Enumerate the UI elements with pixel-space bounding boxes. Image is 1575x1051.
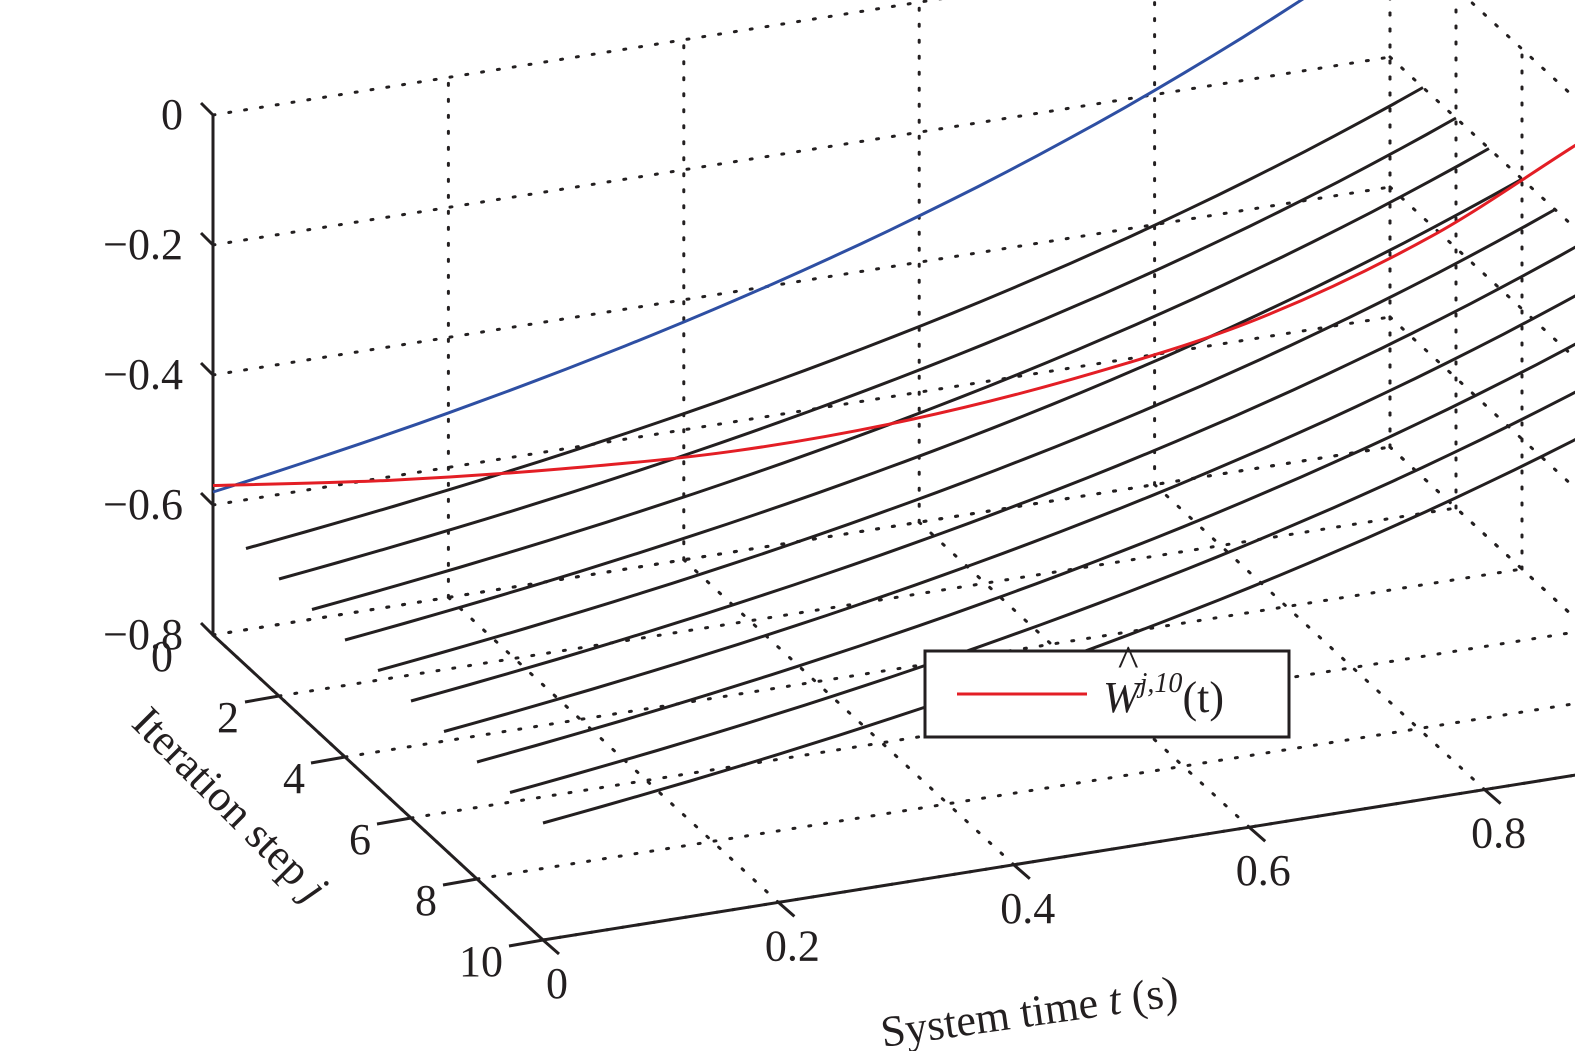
legend: ^ Wj,10(t) bbox=[923, 637, 1291, 739]
z-tick-label: −0.6 bbox=[103, 480, 183, 529]
y-tick-label: 8 bbox=[415, 876, 437, 925]
x-tick-label: 0.6 bbox=[1236, 846, 1291, 895]
grid-line-side-w bbox=[1388, 185, 1575, 361]
grid-line-floor-j bbox=[343, 567, 1524, 759]
y-tick bbox=[310, 755, 346, 765]
series-iteration-line-7 bbox=[443, 294, 1575, 733]
grid-line-back-w bbox=[211, 0, 943, 117]
grid-line-floor-j bbox=[409, 630, 1575, 820]
z-tick-label: 0 bbox=[161, 90, 183, 139]
grid-line-side-w bbox=[1466, 0, 1575, 101]
y-tick bbox=[376, 816, 412, 826]
series-iteration-line-4 bbox=[344, 177, 1523, 642]
z-tick bbox=[199, 491, 215, 507]
series-iteration-line-9 bbox=[509, 390, 1575, 794]
legend-hat-icon: ^ bbox=[1117, 637, 1138, 686]
series-final-iterate-line bbox=[212, 143, 1575, 487]
grid-line-back-w bbox=[211, 185, 1392, 377]
series-layer bbox=[212, 0, 1575, 825]
grid-line-floor-t bbox=[446, 595, 780, 904]
y-tick-label: 0 bbox=[151, 632, 173, 681]
z-tick bbox=[199, 231, 215, 247]
x-tick-label: 0 bbox=[546, 959, 568, 1008]
y-tick bbox=[442, 877, 478, 887]
legend-entry-label: Wj,10(t) bbox=[1103, 668, 1224, 722]
y-tick-label: 2 bbox=[217, 693, 239, 742]
series-iteration-line-1 bbox=[245, 86, 1424, 550]
z-tick bbox=[199, 621, 215, 637]
y-axis-line bbox=[211, 633, 545, 942]
z-tick bbox=[199, 101, 215, 117]
grid-line-floor-j bbox=[475, 702, 1575, 881]
grid-layer bbox=[211, 0, 1575, 942]
series-iteration-line-5 bbox=[377, 208, 1556, 672]
y-tick-label: 10 bbox=[459, 937, 503, 986]
x-tick bbox=[777, 901, 796, 918]
series-iteration-line-2 bbox=[278, 116, 1457, 581]
z-tick-label: −0.2 bbox=[103, 220, 183, 269]
axis-layer bbox=[199, 101, 1575, 956]
series-iteration-line-3 bbox=[311, 147, 1490, 611]
grid-line-side-w bbox=[1388, 445, 1575, 621]
z-tick bbox=[199, 361, 215, 377]
grid-line-side-w bbox=[1388, 315, 1575, 491]
grid-line-floor-t bbox=[1153, 483, 1487, 792]
z-tick-label: −0.4 bbox=[103, 350, 183, 399]
x-tick bbox=[1012, 863, 1031, 880]
grid-line-back-w bbox=[211, 55, 1392, 247]
series-iteration-line-8 bbox=[476, 342, 1575, 764]
x-tick-label: 0.8 bbox=[1471, 809, 1526, 858]
x-tick bbox=[1248, 826, 1267, 843]
grid-line-floor-t bbox=[682, 558, 1016, 867]
x-tick bbox=[542, 938, 560, 956]
grid-line-back-w bbox=[211, 315, 1392, 507]
x-axis-title: System time t (s) bbox=[878, 967, 1181, 1051]
grid-line-side-w bbox=[1388, 55, 1575, 231]
grid-line-floor-t bbox=[1388, 445, 1575, 621]
x-axis-line bbox=[542, 773, 1575, 942]
series-iteration-line-10 bbox=[542, 438, 1575, 825]
legend-entry-superscript: j,10 bbox=[1137, 668, 1183, 699]
series-iteration-line-6 bbox=[410, 245, 1575, 703]
x-tick bbox=[1483, 788, 1502, 805]
y-tick bbox=[244, 694, 280, 704]
z-tick-label: −0.8 bbox=[103, 610, 183, 659]
y-tick bbox=[508, 938, 544, 948]
y-tick-label: 4 bbox=[283, 754, 305, 803]
series-iteration-line-0 bbox=[212, 0, 1305, 494]
x-tick-label: 0.4 bbox=[1000, 884, 1055, 933]
x-tick-label: 0.2 bbox=[765, 921, 820, 970]
y-tick-label: 6 bbox=[349, 815, 371, 864]
